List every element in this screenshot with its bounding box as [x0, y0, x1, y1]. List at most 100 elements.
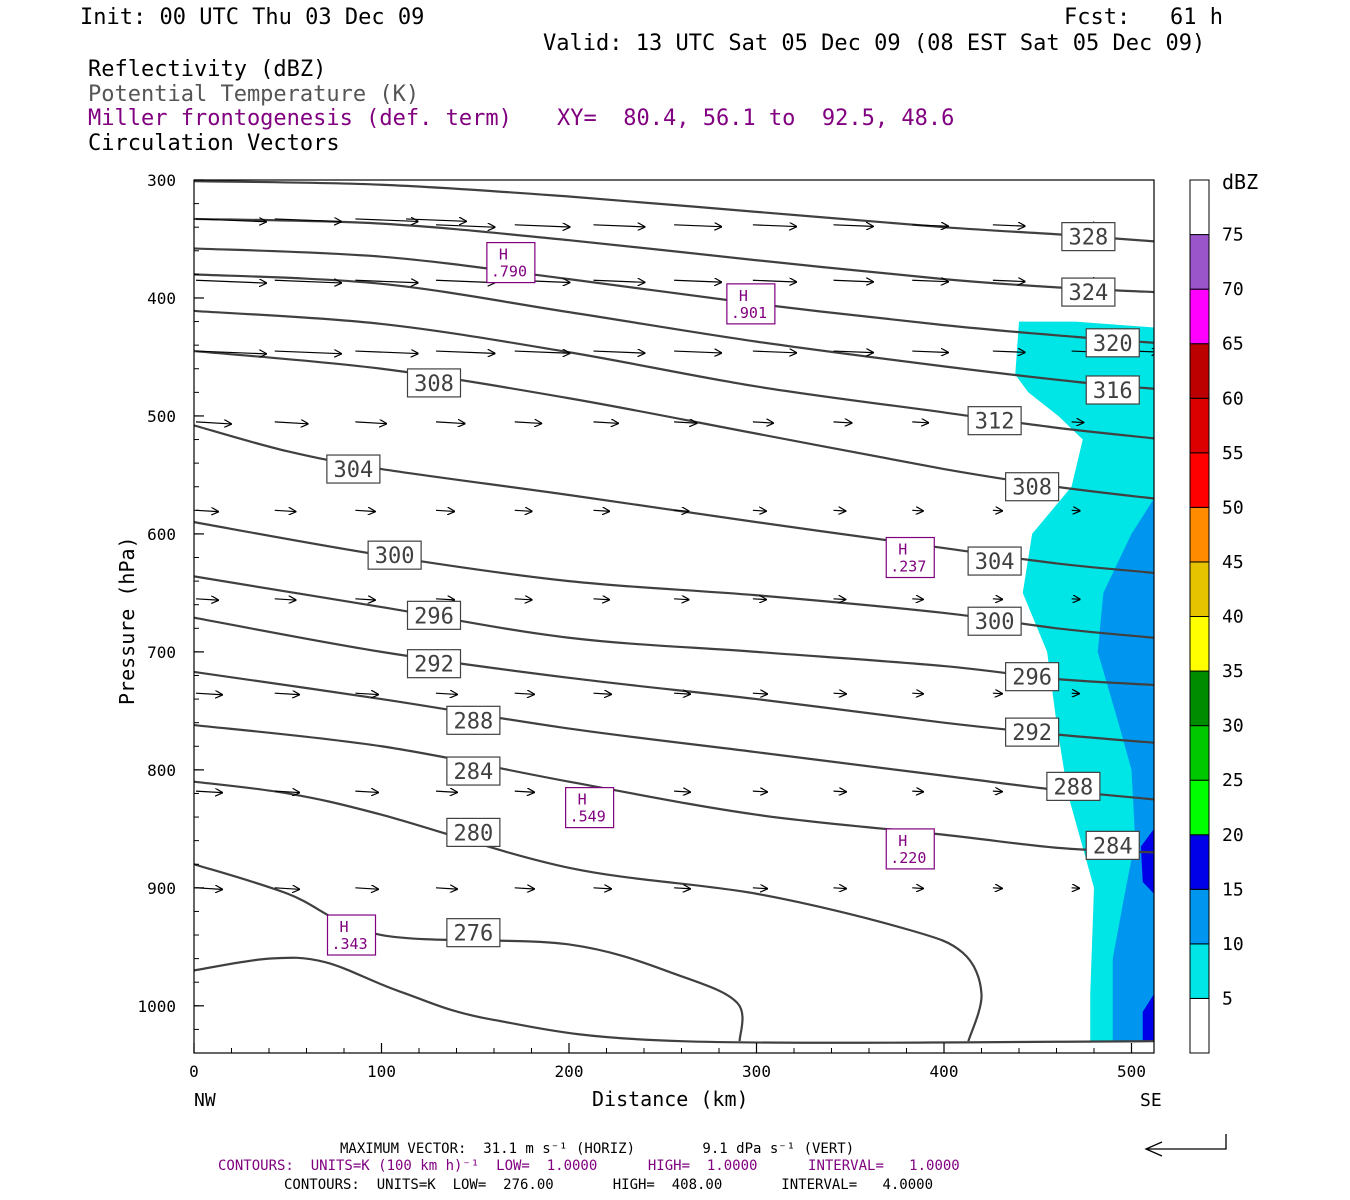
- y-tick-label: 900: [147, 879, 176, 898]
- colorbar-bin-10: [1189, 888, 1210, 945]
- circulation-vector: [752, 280, 796, 282]
- circulation-vector: [514, 225, 570, 227]
- circulation-vector: [752, 888, 767, 889]
- circulation-vector: [752, 422, 773, 423]
- colorbar-bin-25: [1189, 725, 1210, 781]
- colorbar-bin-75: [1189, 179, 1210, 236]
- forecast-hour: Fcst: 61 h: [1064, 5, 1223, 30]
- circulation-vector: [195, 791, 222, 793]
- theta-label: 316: [1093, 379, 1133, 404]
- theta-label-box: [406, 649, 462, 679]
- circulation-vector: [274, 280, 341, 283]
- colorbar-label-15: 15: [1222, 879, 1244, 900]
- colorbar-bin-20: [1189, 779, 1210, 836]
- theta-label: 308: [414, 372, 454, 397]
- circulation-vector: [674, 791, 690, 792]
- theta-contour-info: CONTOURS: UNITS=K LOW= 276.00 HIGH= 408.…: [284, 1177, 934, 1193]
- frontogenesis-max-value: .237: [890, 558, 926, 576]
- colorbar-bin-30: [1189, 670, 1210, 727]
- circulation-vector: [355, 219, 417, 221]
- circulation-vector: [912, 225, 948, 226]
- colorbar-bin-50: [1189, 452, 1210, 508]
- circulation-vector: [514, 888, 534, 889]
- theta-label: 308: [1012, 476, 1052, 501]
- circulation-vector: [274, 599, 296, 600]
- field-frontogenesis: Miller frontogenesis (def. term): [88, 106, 512, 131]
- theta-label: 292: [414, 653, 454, 678]
- circulation-vector: [912, 599, 923, 600]
- colorbar-label-20: 20: [1222, 825, 1244, 846]
- theta-label-box: [326, 454, 381, 484]
- colorbar-bin-35: [1189, 616, 1210, 672]
- theta-label: 292: [1012, 721, 1052, 746]
- theta-label-box: [967, 546, 1022, 576]
- frontogenesis-max-value: .220: [890, 849, 926, 867]
- circulation-vector: [514, 422, 542, 424]
- circulation-vector: [992, 280, 1025, 281]
- circulation-vector: [593, 280, 645, 282]
- theta-label: 288: [1054, 775, 1094, 800]
- circulation-vector: [992, 599, 1002, 600]
- colorbar-bin-55: [1189, 397, 1210, 454]
- frontogenesis-max-label: H: [739, 287, 748, 305]
- circulation-vector: [593, 422, 618, 423]
- circulation-vector: [274, 510, 296, 511]
- cross-section-endpoints: XY= 80.4, 56.1 to 92.5, 48.6: [557, 106, 955, 131]
- theta-label-box: [446, 756, 501, 786]
- frontogenesis-max-label: H: [898, 541, 907, 559]
- circulation-vector: [674, 510, 688, 511]
- circulation-vector: [435, 225, 494, 227]
- theta-label-box: [1005, 662, 1060, 692]
- colorbar-label-10: 10: [1222, 934, 1244, 955]
- circulation-vector: [355, 351, 417, 353]
- circulation-vector: [992, 351, 1025, 352]
- circulation-vector: [355, 693, 378, 694]
- circulation-vector: [593, 693, 612, 694]
- theta-label-box: [367, 540, 422, 570]
- colorbar-bin-70: [1189, 234, 1210, 290]
- circulation-vector: [674, 225, 721, 227]
- circulation-vectors: [195, 219, 1154, 889]
- circulation-vector: [593, 351, 645, 353]
- x-end-label-nw: NW: [194, 1090, 216, 1111]
- theta-label: 296: [414, 604, 454, 629]
- colorbar-label-30: 30: [1222, 716, 1244, 737]
- circulation-vector: [355, 510, 374, 511]
- colorbar-label-35: 35: [1222, 661, 1244, 682]
- circulation-vector: [435, 693, 457, 694]
- colorbar-label-55: 55: [1222, 443, 1244, 464]
- circulation-vector: [435, 422, 465, 424]
- circulation-vector: [752, 510, 766, 511]
- circulation-vector: [195, 422, 231, 424]
- theta-contour-284: [194, 723, 1154, 854]
- circulation-vector: [833, 693, 846, 694]
- field-reflectivity: Reflectivity (dBZ): [88, 57, 327, 82]
- circulation-vector: [274, 693, 299, 694]
- circulation-vector: [355, 280, 417, 282]
- reference-vector: [1144, 1134, 1227, 1157]
- max-vector-info: MAXIMUM VECTOR: 31.1 m s⁻¹ (HORIZ) 9.1 d…: [340, 1141, 855, 1157]
- theta-label-box: [446, 918, 501, 948]
- circulation-vector: [833, 225, 873, 227]
- theta-label-box: [1085, 328, 1140, 358]
- frontogenesis-max-value: .901: [731, 304, 767, 322]
- theta-label-box: [967, 606, 1022, 636]
- y-tick-label: 1000: [137, 997, 176, 1016]
- theta-label: 320: [1093, 332, 1133, 357]
- x-tick-label: 0: [189, 1062, 199, 1081]
- circulation-vector: [912, 422, 928, 423]
- x-tick-label: 300: [742, 1062, 771, 1081]
- circulation-vector: [752, 599, 766, 600]
- circulation-vector: [992, 888, 1002, 889]
- init-time: Init: 00 UTC Thu 03 Dec 09: [80, 5, 425, 30]
- theta-label-box: [446, 705, 501, 735]
- theta-contour-304: [194, 424, 1154, 574]
- colorbar-label-40: 40: [1222, 607, 1244, 628]
- circulation-vector: [912, 510, 923, 511]
- field-circulation-vectors: Circulation Vectors: [88, 131, 340, 156]
- y-axis-label: Pressure (hPa): [115, 536, 139, 705]
- circulation-vector: [992, 693, 1002, 694]
- frontogenesis-max-label: H: [499, 246, 508, 264]
- field-potential-temperature: Potential Temperature (K): [88, 82, 420, 107]
- frontogenesis-max-label: H: [898, 832, 907, 850]
